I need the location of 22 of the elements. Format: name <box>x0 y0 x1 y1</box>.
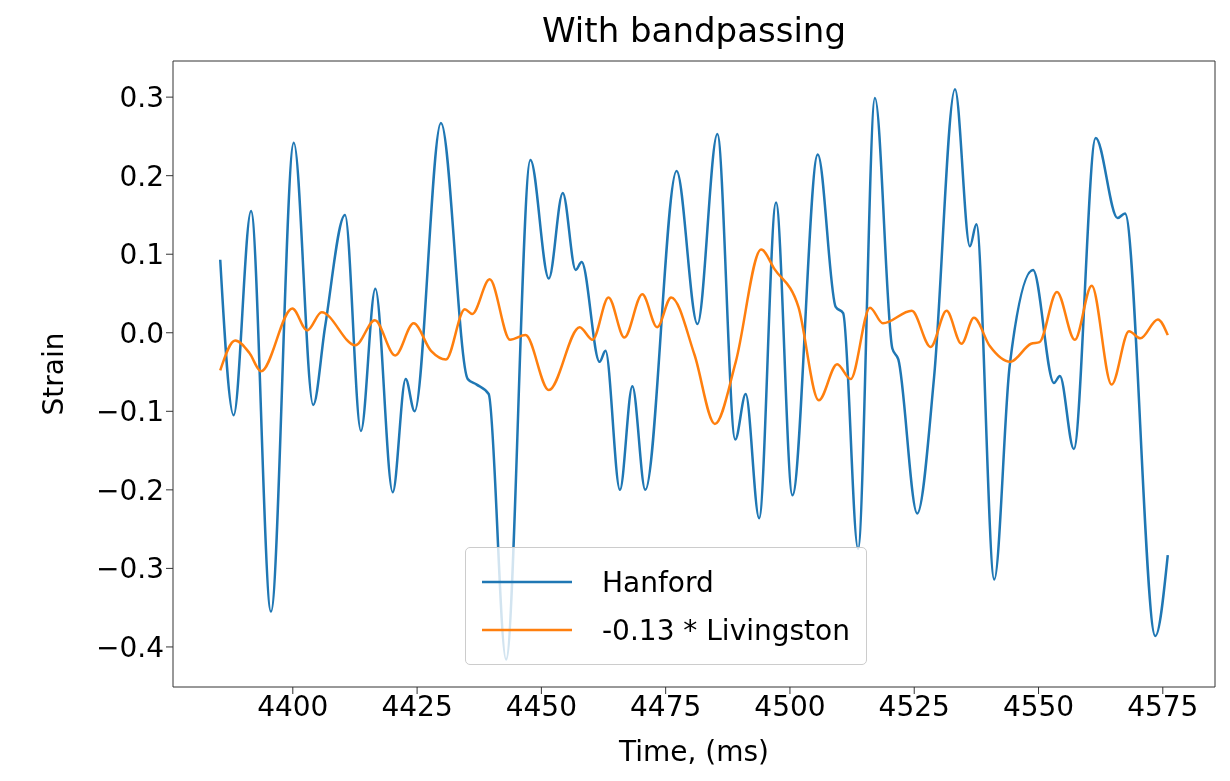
x-tick-label: 4475 <box>630 689 702 723</box>
x-tick-label: 4425 <box>381 689 453 723</box>
y-tick-label: 0.3 <box>119 81 164 115</box>
y-tick-label: 0.2 <box>119 159 164 193</box>
legend-label: -0.13 * Livingston <box>602 613 850 647</box>
y-tick-label: −0.1 <box>96 395 164 429</box>
y-axis-title: Strain <box>36 332 70 416</box>
x-tick-label: 4450 <box>505 689 578 723</box>
y-tick-label: −0.4 <box>96 630 164 664</box>
y-tick-label: −0.2 <box>96 473 164 507</box>
legend-label: Hanford <box>602 565 714 599</box>
line-series <box>218 248 1170 426</box>
chart-title: With bandpassing <box>541 10 847 50</box>
x-tick-label: 4575 <box>1127 689 1199 723</box>
y-tick-label: −0.3 <box>96 552 164 586</box>
x-tick-label: 4550 <box>1002 689 1075 723</box>
x-axis-title: Time, (ms) <box>617 735 770 768</box>
y-tick-label: 0.0 <box>119 316 164 350</box>
x-tick-label: 4400 <box>257 689 329 723</box>
x-tick-label: 4525 <box>878 689 950 723</box>
x-tick-label: 4500 <box>754 689 826 723</box>
y-tick-label: 0.1 <box>119 238 164 272</box>
